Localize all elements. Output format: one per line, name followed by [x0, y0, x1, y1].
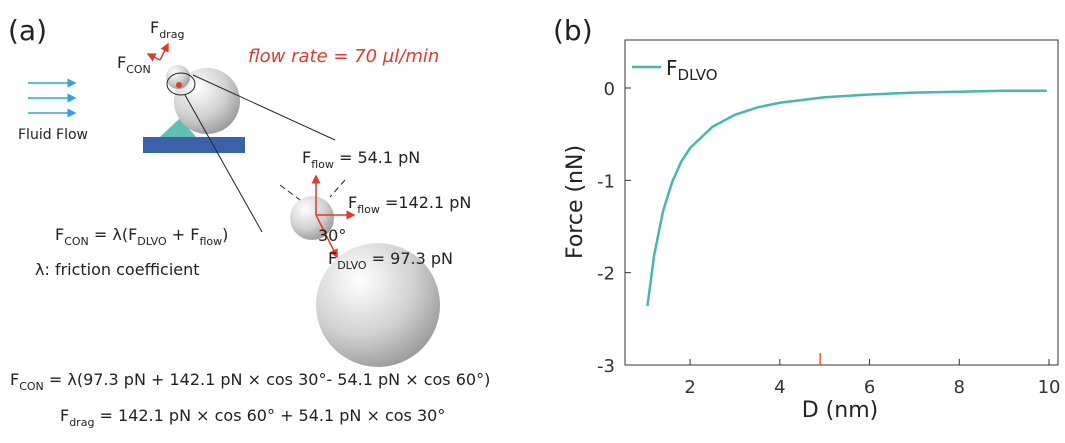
y-tick-label: -1: [597, 171, 615, 192]
zoom-line: [192, 74, 336, 141]
zoom-arrows: [311, 174, 356, 259]
force-arrows: [146, 42, 169, 62]
subscript: DLVO: [137, 235, 167, 248]
flow-rate: flow rate = 70 µl/min: [248, 46, 439, 67]
x-tick-label: 6: [864, 377, 875, 398]
fluid-label: Fluid Flow: [18, 127, 88, 143]
flow-arrows: [28, 78, 77, 118]
panel-label: (a): [8, 14, 47, 47]
subscript: flow: [357, 203, 380, 216]
x-tick-label: 10: [1038, 377, 1061, 398]
text-run: = λ(F: [89, 225, 138, 244]
contact-point: [176, 82, 182, 88]
text-run: F: [60, 406, 69, 425]
text-run: F: [117, 53, 126, 72]
text-run: F: [150, 18, 159, 37]
text-run: F: [328, 249, 337, 268]
zoom-large: [316, 243, 440, 367]
text-run: = 142.1 pN × cos 60° + 54.1 pN × cos 30°: [94, 406, 445, 425]
subscript: drag: [159, 28, 184, 41]
text-run: F: [302, 148, 311, 167]
legend-entry: FDLVO: [666, 56, 718, 84]
y-tick-label: -2: [597, 264, 615, 285]
lambda-definition: λ: friction coefficient: [35, 260, 200, 279]
contact: [160, 118, 196, 137]
substrate: [143, 137, 245, 153]
flow-right-label: Fflow =142.1 pN: [348, 193, 471, 216]
legend-subscript: DLVO: [678, 66, 718, 84]
equation: FCON = λ(97.3 pN + 142.1 pN × cos 30°- 5…: [10, 370, 490, 393]
flow-up-label: Fflow = 54.1 pN: [302, 148, 420, 171]
x-tick-label: 8: [954, 377, 965, 398]
angle-label: 30°: [318, 226, 346, 245]
text-run: + F: [167, 225, 200, 244]
drag-label: Fdrag: [150, 18, 184, 41]
subscript: CON: [64, 235, 89, 248]
y-tick-label: -3: [597, 356, 615, 377]
text-run: = 97.3 pN: [367, 249, 453, 268]
text-run: ): [222, 225, 228, 244]
text-run: =142.1 pN: [380, 193, 472, 212]
x-tick-label: 2: [684, 377, 695, 398]
text-run: = 54.1 pN: [334, 148, 420, 167]
x-tick-label: 4: [774, 377, 785, 398]
con-definition: FCON = λ(FDLVO + Fflow): [55, 225, 228, 248]
subscript: CON: [19, 380, 44, 393]
plot-frame: [624, 39, 1059, 366]
legend-name: F: [666, 56, 678, 80]
con-label: FCON: [117, 53, 151, 76]
subscript: DLVO: [337, 259, 367, 272]
subscript: CON: [126, 63, 151, 76]
text-run: F: [10, 370, 19, 389]
subscript: drag: [69, 416, 94, 429]
subscript: flow: [199, 235, 222, 248]
y-axis-label: Force (nN): [563, 145, 588, 259]
text-run: F: [348, 193, 357, 212]
subscript: flow: [311, 158, 334, 171]
equation: Fdrag = 142.1 pN × cos 60° + 54.1 pN × c…: [60, 406, 445, 429]
text-run: = λ(97.3 pN + 142.1 pN × cos 30°- 54.1 p…: [44, 370, 491, 389]
text-run: F: [55, 225, 64, 244]
zoom-ring: [166, 72, 196, 96]
dash-lines: [279, 179, 346, 201]
x-axis-label: D (nm): [802, 398, 878, 423]
y-tick-label: 0: [604, 79, 615, 100]
particle-large: [174, 68, 240, 134]
panel-label: (b): [553, 14, 593, 47]
line-series: [646, 89, 1047, 307]
particle-small: [166, 65, 190, 89]
dlvo-label: FDLVO = 97.3 pN: [328, 249, 453, 272]
zoom-line: [184, 94, 263, 233]
